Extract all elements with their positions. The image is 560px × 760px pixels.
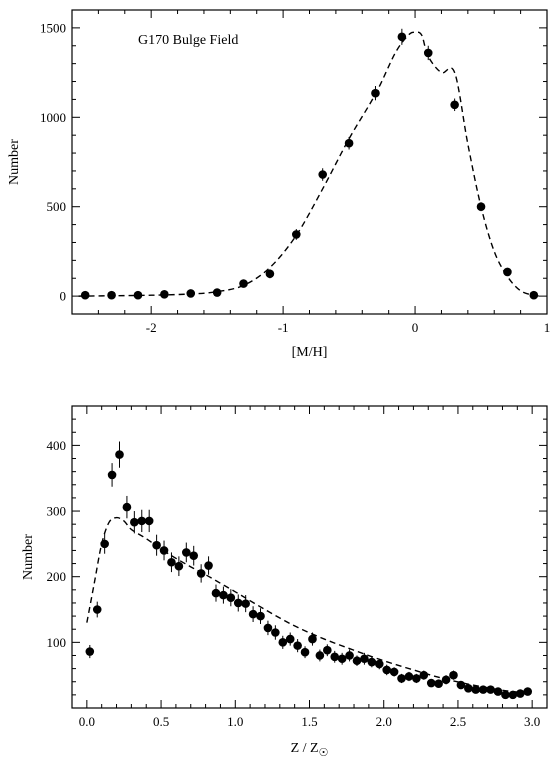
plot-frame bbox=[71, 405, 548, 709]
data-point bbox=[248, 609, 258, 619]
data-layer bbox=[85, 441, 533, 700]
data-point bbox=[85, 647, 95, 656]
data-point bbox=[352, 656, 362, 666]
model-curve-line bbox=[86, 516, 533, 695]
data-point bbox=[308, 634, 317, 644]
data-point bbox=[293, 641, 302, 650]
x-tick-label: 1 bbox=[544, 320, 551, 335]
data-point bbox=[345, 651, 354, 660]
data-point bbox=[204, 561, 213, 570]
data-point bbox=[419, 670, 429, 680]
model-curve-line bbox=[78, 31, 541, 297]
data-point bbox=[278, 638, 288, 647]
data-point bbox=[285, 634, 295, 644]
data-point bbox=[367, 657, 377, 667]
data-point bbox=[137, 516, 147, 526]
x-tick-label: 3.0 bbox=[524, 714, 540, 729]
top-panel-metallicity-histogram: -2 -1 0 1 0 500 1000 1500 [M/H] Number G170 Bulge … bbox=[7, 9, 551, 360]
data-point bbox=[456, 680, 466, 690]
data-point bbox=[515, 689, 525, 698]
data-point bbox=[330, 652, 340, 662]
y-tick-label: 0 bbox=[60, 289, 67, 304]
y-axis-label: Number bbox=[7, 139, 22, 185]
data-point bbox=[122, 502, 132, 512]
data-point bbox=[344, 138, 354, 148]
data-point bbox=[337, 654, 347, 664]
data-point bbox=[174, 561, 184, 571]
data-point bbox=[233, 598, 243, 608]
data-point bbox=[404, 672, 414, 681]
data-point bbox=[256, 611, 265, 621]
x-axis-label-subscript: ☉ bbox=[319, 747, 329, 759]
data-point bbox=[219, 590, 228, 600]
data-point bbox=[263, 623, 273, 633]
y-tick-label: 300 bbox=[47, 504, 67, 519]
x-axis-label: [M/H] bbox=[292, 345, 328, 360]
x-tick-label: 2.5 bbox=[450, 714, 466, 729]
bottom-panel-z-distribution: 0.0 0.5 1.0 1.5 2.0 2.5 3.0 100 200 300 400 Z / Z☉ N… bbox=[21, 405, 548, 759]
data-point bbox=[523, 687, 533, 696]
data-point bbox=[501, 690, 510, 700]
data-point bbox=[115, 450, 124, 459]
data-point bbox=[315, 651, 325, 660]
data-point bbox=[241, 599, 250, 608]
data-point bbox=[189, 551, 199, 560]
data-point bbox=[449, 670, 458, 680]
data-point bbox=[212, 288, 222, 297]
y-axis-label: Number bbox=[21, 534, 36, 580]
data-point bbox=[144, 516, 154, 526]
x-tick-label: 0 bbox=[412, 320, 419, 335]
data-point bbox=[434, 679, 443, 689]
plot-frame bbox=[71, 9, 548, 315]
data-point bbox=[360, 654, 369, 664]
data-point bbox=[226, 593, 236, 603]
data-point bbox=[374, 659, 384, 669]
x-tick-label: -2 bbox=[146, 320, 157, 335]
y-tick-label: 1000 bbox=[40, 110, 66, 125]
data-point bbox=[80, 290, 90, 300]
y-tick-label: 100 bbox=[47, 635, 67, 650]
panel-annotation: G170 Bulge Field bbox=[138, 33, 238, 48]
data-point bbox=[508, 690, 518, 700]
y-tick-label: 200 bbox=[47, 569, 67, 584]
x-tick-label: 0.0 bbox=[79, 714, 95, 729]
y-tick-label: 500 bbox=[47, 199, 67, 214]
x-tick-label: 1.0 bbox=[227, 714, 243, 729]
x-tick-label: 0.5 bbox=[153, 714, 169, 729]
data-point bbox=[130, 517, 139, 527]
data-point bbox=[397, 674, 406, 683]
data-point bbox=[323, 645, 332, 655]
x-axis-label: Z / Z☉ bbox=[291, 741, 329, 759]
data-point bbox=[389, 667, 399, 677]
data-point bbox=[211, 588, 221, 598]
data-layer bbox=[78, 28, 541, 300]
data-point bbox=[318, 170, 327, 179]
data-point bbox=[300, 647, 310, 657]
data-point bbox=[167, 557, 176, 567]
x-tick-label: 2.0 bbox=[376, 714, 392, 729]
data-point bbox=[181, 548, 191, 557]
data-point bbox=[464, 684, 473, 693]
data-point bbox=[265, 269, 275, 279]
data-point bbox=[412, 674, 421, 683]
data-point bbox=[426, 678, 436, 688]
data-point bbox=[450, 100, 459, 110]
data-point bbox=[486, 685, 495, 694]
data-point bbox=[107, 470, 117, 480]
data-point bbox=[271, 628, 280, 637]
y-tick-label: 1500 bbox=[40, 20, 66, 35]
x-tick-label: 1.5 bbox=[301, 714, 317, 729]
x-tick-label: -1 bbox=[278, 320, 289, 335]
y-tick-label: 400 bbox=[47, 438, 67, 453]
data-point bbox=[92, 605, 102, 614]
data-point bbox=[382, 665, 391, 675]
data-point bbox=[471, 685, 481, 694]
data-point bbox=[133, 290, 143, 300]
